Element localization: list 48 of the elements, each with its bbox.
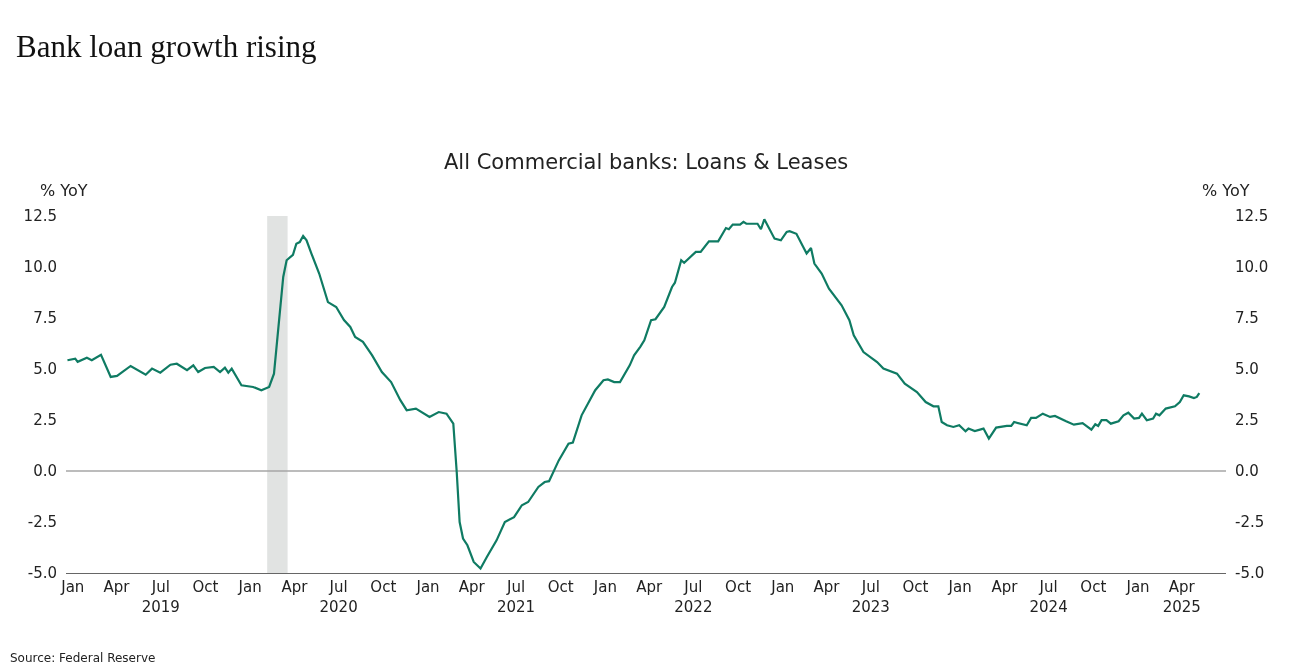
y-axis-title: % YoY — [40, 181, 88, 200]
y2-tick-label: 10.0 — [1235, 258, 1269, 277]
y-tick-label: 5.0 — [33, 360, 57, 379]
x-tick-label: Apr — [458, 578, 486, 596]
x-tick-label: Jan — [60, 578, 85, 596]
y2-tick-label: 12.5 — [1235, 207, 1269, 226]
x-tick-label: Jul 2020 — [319, 578, 358, 616]
y2-tick-label: 5.0 — [1235, 360, 1259, 379]
x-tick-label: Jan — [1125, 578, 1150, 596]
x-tick-label: Jan — [592, 578, 617, 596]
x-tick-label: Jul 2019 — [141, 578, 180, 616]
y2-axis-title: % YoY — [1202, 181, 1250, 200]
x-tick-label: Oct — [192, 578, 219, 596]
x-tick-label: Apr — [103, 578, 131, 596]
source-note: Source: Federal Reserve — [10, 651, 156, 665]
x-tick-label: Oct — [370, 578, 397, 596]
y-tick-label: 0.0 — [33, 462, 57, 481]
x-tick-label: Apr — [281, 578, 309, 596]
y2-tick-label: 0.0 — [1235, 462, 1259, 481]
x-tick-label: Apr — [813, 578, 841, 596]
x-tick-label: Jan — [947, 578, 972, 596]
y-tick-label: -5.0 — [27, 564, 57, 583]
x-tick-label: Jul 2024 — [1029, 578, 1068, 616]
y-tick-label: 2.5 — [33, 411, 57, 430]
y2-tick-label: 2.5 — [1235, 411, 1259, 430]
y2-tick-label: -5.0 — [1235, 564, 1265, 583]
x-tick-label: Jan — [237, 578, 262, 596]
x-tick-label: Apr — [991, 578, 1019, 596]
x-tick-label: Oct — [1080, 578, 1107, 596]
y-tick-label: 7.5 — [33, 309, 57, 328]
x-tick-label: Oct — [902, 578, 929, 596]
chart-subtitle: All Commercial banks: Loans & Leases — [444, 150, 849, 174]
x-tick-label: Jul 2022 — [674, 578, 713, 616]
y-tick-label: -2.5 — [27, 513, 57, 532]
x-tick-label: Oct — [725, 578, 752, 596]
y-tick-label: 12.5 — [23, 207, 57, 226]
y2-tick-label: 7.5 — [1235, 309, 1259, 328]
line-series — [66, 218, 1201, 570]
y2-tick-label: -2.5 — [1235, 513, 1265, 532]
y-tick-label: 10.0 — [23, 258, 57, 277]
x-tick-label: Apr 2025 — [1162, 578, 1201, 616]
x-tick-label: Oct — [547, 578, 574, 596]
x-tick-label: Apr — [636, 578, 663, 596]
x-tick-label: Jan — [770, 578, 795, 596]
x-tick-label: Jul 2023 — [851, 578, 890, 616]
x-tick-label: Jul 2021 — [496, 578, 536, 616]
x-tick-label: Jan — [415, 578, 440, 596]
chart-title: Bank loan growth rising — [16, 29, 317, 64]
